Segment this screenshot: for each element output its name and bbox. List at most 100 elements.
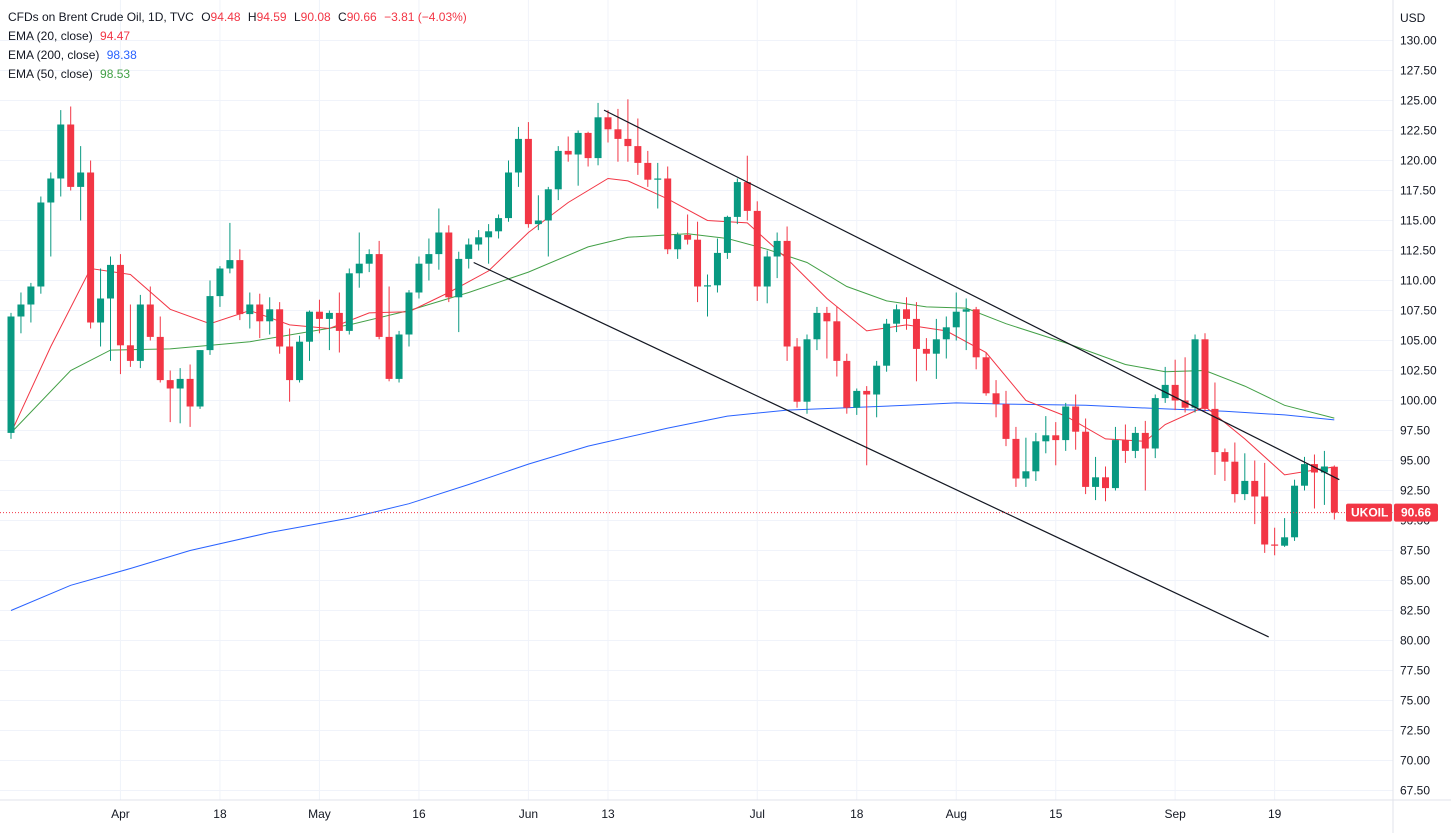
price-tick-label: 117.50: [1400, 184, 1436, 198]
candle: [992, 380, 1000, 418]
candles-layer: [7, 99, 1338, 556]
candle-body: [67, 124, 75, 187]
time-tick-label: 18: [213, 807, 227, 821]
indicator-ema50[interactable]: EMA (50, close) 98.53: [8, 65, 467, 84]
candle-body: [1082, 431, 1090, 487]
candle-body: [1181, 400, 1189, 408]
candle: [952, 292, 960, 341]
candle-body: [992, 393, 1000, 405]
candle-body: [763, 256, 771, 287]
symbol-row[interactable]: CFDs on Brent Crude Oil, 1D, TVC O94.48 …: [8, 8, 467, 27]
trend-line[interactable]: [473, 261, 1269, 638]
candle-body: [1141, 432, 1149, 449]
candle: [186, 364, 194, 427]
trend-line[interactable]: [603, 109, 1340, 481]
candle: [893, 304, 901, 333]
candle-body: [495, 218, 503, 232]
price-tag-background: [1394, 503, 1438, 522]
candle: [375, 240, 383, 340]
candle: [624, 99, 632, 162]
candle-body: [355, 263, 363, 274]
candle-body: [17, 304, 25, 317]
candle: [753, 201, 761, 301]
candle: [654, 162, 662, 209]
candle: [1042, 416, 1050, 454]
candle: [107, 256, 114, 361]
ohlc-high: H94.59: [247, 10, 287, 24]
candle: [256, 293, 264, 339]
candle: [694, 221, 702, 303]
candle: [455, 251, 463, 333]
time-tick-label: 13: [601, 807, 615, 821]
price-tag-value: 90.66: [1401, 506, 1431, 520]
candle-body: [1221, 452, 1229, 462]
candle-body: [315, 311, 323, 319]
candle: [325, 310, 333, 351]
indicator-ema20[interactable]: EMA (20, close) 94.47: [8, 27, 467, 46]
candle: [116, 254, 124, 375]
candle: [604, 110, 612, 143]
candle: [1201, 333, 1209, 412]
price-axis-ticks[interactable]: 67.50 70.00 72.50 75.00 77.50 80.00 82.50 85.00…: [1400, 34, 1437, 798]
candle-body: [1151, 398, 1159, 449]
candle-body: [614, 129, 622, 139]
indicator-label: EMA (200, close): [8, 48, 100, 62]
indicator-ema200[interactable]: EMA (200, close) 98.38: [8, 46, 467, 65]
candle: [883, 318, 891, 372]
candle-body: [1201, 339, 1209, 409]
candle: [286, 328, 294, 402]
candle: [67, 106, 75, 191]
candle-body: [684, 234, 692, 240]
candle: [146, 286, 154, 341]
ohlc-open: O94.48: [201, 10, 241, 24]
indicator-label: EMA (50, close): [8, 67, 93, 81]
candle: [833, 306, 841, 377]
candle: [425, 238, 433, 281]
candle: [405, 290, 413, 347]
candle: [97, 268, 105, 347]
candle: [1271, 527, 1279, 556]
candle-body: [1161, 384, 1169, 399]
price-tick-label: 102.50: [1400, 364, 1437, 378]
candle-body: [385, 336, 393, 379]
candle: [1121, 424, 1129, 463]
price-tick-label: 97.50: [1400, 424, 1430, 438]
candle: [355, 232, 363, 288]
candle-body: [47, 178, 55, 203]
candle: [1072, 394, 1080, 450]
chart-legend: CFDs on Brent Crude Oil, 1D, TVC O94.48 …: [8, 8, 467, 84]
candle: [1221, 448, 1229, 481]
indicator-value: 98.53: [100, 67, 131, 81]
candle: [514, 126, 522, 187]
candle: [783, 226, 791, 361]
candle: [763, 250, 771, 304]
candle: [475, 230, 483, 251]
price-tick-label: 70.00: [1400, 754, 1430, 768]
candle: [1022, 437, 1030, 487]
candle-body: [704, 285, 711, 287]
candle-body: [594, 117, 602, 159]
time-axis-ticks[interactable]: Apr 18 May 16 Jun 13 Jul 18 Aug 15 Sep 19: [111, 807, 1282, 821]
candle-body: [485, 231, 493, 238]
candle-body: [733, 182, 741, 217]
candle: [564, 136, 572, 162]
candle: [823, 306, 831, 359]
candle: [713, 238, 721, 293]
candle-body: [156, 336, 164, 381]
candle: [345, 268, 353, 335]
time-tick-label: Aug: [946, 807, 967, 821]
candle-body: [1022, 471, 1030, 479]
price-tick-label: 105.00: [1400, 334, 1437, 348]
candle-body: [962, 309, 970, 312]
candle-body: [226, 260, 234, 269]
candle: [1082, 418, 1090, 495]
candle-body: [624, 138, 632, 147]
ema-200-layer: [10, 402, 1335, 611]
candle-body: [982, 357, 990, 394]
candle-body: [644, 162, 652, 180]
candle-body: [325, 312, 333, 319]
candle-body: [196, 350, 204, 407]
candle: [206, 280, 214, 355]
candle-body: [1092, 477, 1100, 487]
